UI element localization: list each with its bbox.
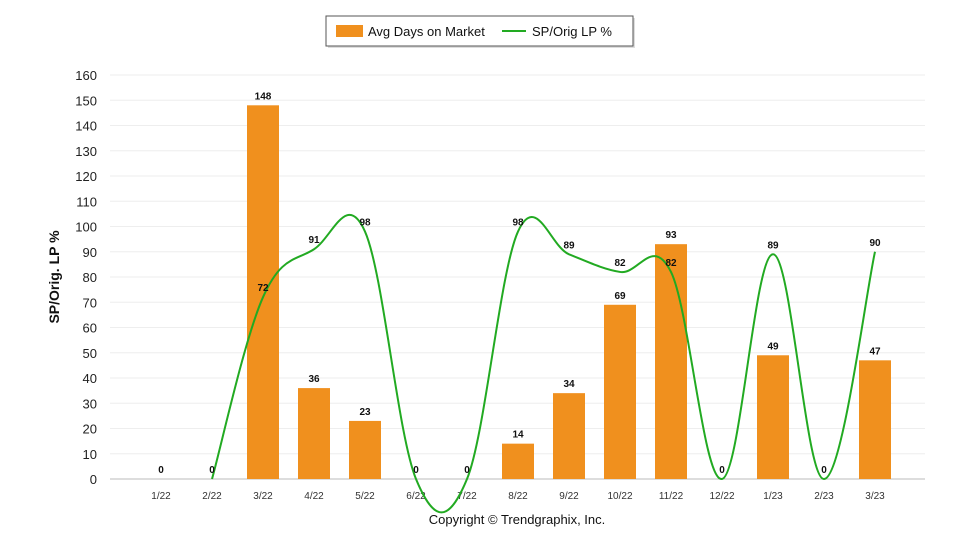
bar-value-label: 0	[719, 465, 725, 476]
line-value-label: 82	[614, 258, 626, 269]
bar-value-label: 36	[308, 374, 320, 385]
legend: Avg Days on Market SP/Orig LP %	[325, 15, 635, 48]
bar-value-label: 148	[255, 91, 272, 102]
bar	[247, 105, 279, 480]
bar-value-label: 0	[158, 465, 164, 476]
line-value-label: 90	[869, 238, 881, 249]
y-tick-label: 100	[75, 220, 97, 235]
line-value-label: 98	[359, 218, 371, 229]
y-axis-ticks: 0 10 20 30 40 50 60 70 80 90 100 110 120 130 140 150 160	[75, 68, 97, 487]
x-tick-label: 2/22	[202, 491, 222, 502]
x-tick-label: 11/22	[659, 491, 684, 502]
bar	[757, 355, 789, 479]
x-tick-label: 1/23	[763, 491, 783, 502]
bar-value-label: 0	[209, 465, 215, 476]
x-tick-label: 2/23	[814, 491, 834, 502]
line-series	[211, 213, 876, 514]
bar-value-label: 93	[665, 230, 677, 241]
x-tick-label: 8/22	[508, 491, 528, 502]
line-value-label: 89	[563, 240, 575, 251]
x-axis-ticks: 1/22 2/22 3/22 4/22 5/22 6/22 7/22 8/22 9/22 10/2…	[151, 491, 885, 502]
data-labels: 0 0 148 36 23 0 0 14 34 69 93 0 49 0 47 72 91 98 98 89 82 82 8…	[158, 91, 881, 476]
legend-label-bar: Avg Days on Market	[368, 24, 485, 39]
x-tick-label: 5/22	[355, 491, 375, 502]
bar	[502, 443, 534, 479]
bar-value-label: 49	[767, 341, 779, 352]
x-tick-label: 6/22	[406, 491, 426, 502]
x-tick-label: 1/22	[151, 491, 171, 502]
x-tick-label: 12/22	[709, 491, 734, 502]
legend-label-line: SP/Orig LP %	[532, 24, 612, 39]
y-tick-label: 30	[83, 396, 97, 411]
line-value-label: 82	[665, 258, 677, 269]
legend-swatch-bar	[336, 25, 363, 37]
bar	[298, 388, 330, 479]
bar	[859, 360, 891, 479]
x-tick-label: 4/22	[304, 491, 324, 502]
x-tick-label: 3/23	[865, 491, 885, 502]
y-tick-label: 90	[83, 245, 97, 260]
y-tick-label: 110	[76, 194, 97, 209]
bar-value-label: 0	[821, 465, 827, 476]
bar	[553, 393, 585, 479]
y-tick-label: 20	[83, 422, 97, 437]
bar-value-label: 0	[413, 465, 419, 476]
bar	[604, 304, 636, 479]
y-tick-label: 80	[83, 270, 97, 285]
line-value-label: 98	[512, 218, 524, 229]
x-tick-label: 3/22	[253, 491, 273, 502]
y-tick-label: 150	[75, 93, 97, 108]
y-tick-label: 130	[75, 144, 97, 159]
bar-series	[247, 105, 891, 480]
x-tick-label: 10/22	[607, 491, 632, 502]
line-value-label: 89	[767, 240, 779, 251]
x-tick-label: 7/22	[457, 491, 477, 502]
y-tick-label: 60	[83, 321, 97, 336]
y-tick-label: 140	[75, 119, 97, 134]
line-path	[211, 213, 876, 514]
line-value-label: 91	[308, 235, 320, 246]
bar-value-label: 69	[614, 291, 626, 302]
x-tick-label: 9/22	[559, 491, 579, 502]
y-tick-label: 70	[83, 295, 97, 310]
bar-value-label: 47	[869, 346, 881, 357]
bar-value-label: 34	[563, 379, 575, 390]
copyright-text: Copyright © Trendgraphix, Inc.	[429, 512, 606, 527]
y-tick-label: 0	[90, 472, 97, 487]
line-value-label: 72	[257, 283, 269, 294]
y-tick-label: 40	[83, 371, 97, 386]
y-axis-label: SP/Orig. LP %	[46, 230, 62, 324]
y-tick-label: 10	[83, 447, 97, 462]
y-tick-label: 160	[75, 68, 97, 83]
bar	[655, 244, 687, 479]
bar-value-label: 14	[512, 430, 524, 441]
bar-value-label: 0	[464, 465, 470, 476]
y-tick-label: 50	[83, 346, 97, 361]
bar	[349, 420, 381, 479]
bar-value-label: 23	[359, 407, 371, 418]
y-tick-label: 120	[75, 169, 97, 184]
